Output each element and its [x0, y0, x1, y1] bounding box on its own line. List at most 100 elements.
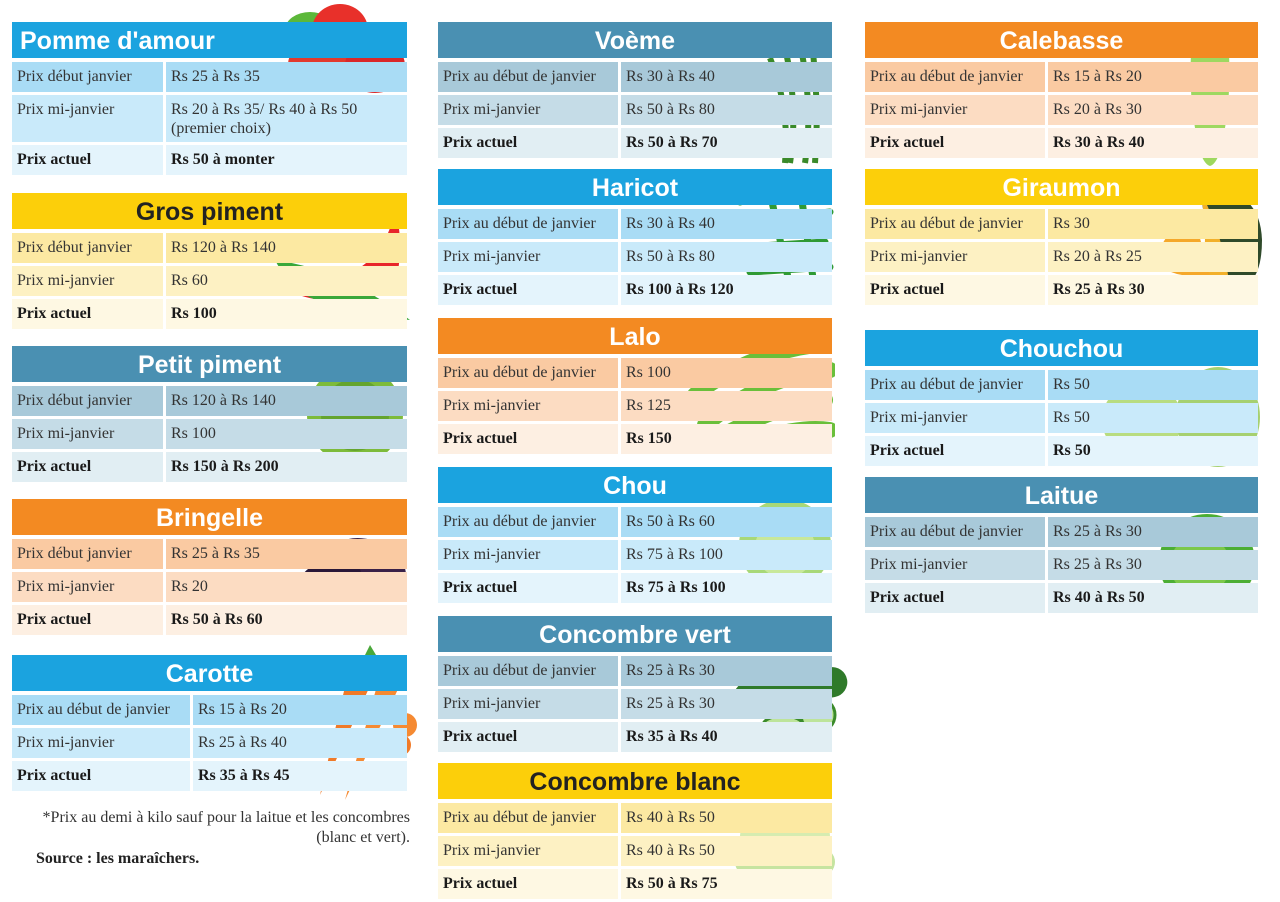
price-row: Prix actuel Rs 100: [12, 299, 407, 329]
card-title: Chouchou: [865, 330, 1258, 366]
price-label: Prix actuel: [438, 424, 618, 454]
price-value: Rs 50 à Rs 80: [621, 95, 832, 125]
price-value: Rs 25 à Rs 35: [166, 539, 407, 569]
price-label: Prix au début de janvier: [438, 507, 618, 537]
price-label: Prix mi-janvier: [438, 540, 618, 570]
price-row: Prix mi-janvier Rs 25 à Rs 40: [12, 728, 407, 758]
price-row: Prix actuel Rs 50: [865, 436, 1258, 466]
price-label: Prix mi-janvier: [438, 242, 618, 272]
card-title: Bringelle: [12, 499, 407, 535]
price-card-haricot: Haricot Prix au début de janvier Rs 30 à R…: [438, 169, 832, 308]
price-label: Prix début janvier: [12, 62, 163, 92]
price-row: Prix actuel Rs 25 à Rs 30: [865, 275, 1258, 305]
price-value: Rs 30 à Rs 40: [621, 209, 832, 239]
price-row: Prix au début de janvier Rs 25 à Rs 30: [438, 656, 832, 686]
price-row: Prix mi-janvier Rs 60: [12, 266, 407, 296]
card-title: Laitue: [865, 477, 1258, 513]
price-value: Rs 25 à Rs 40: [193, 728, 407, 758]
price-row: Prix mi-janvier Rs 25 à Rs 30: [865, 550, 1258, 580]
price-value: Rs 50: [1048, 403, 1258, 433]
price-card-chou: Chou Prix au début de janvier Rs 50 à Rs 6…: [438, 467, 832, 606]
price-row: Prix au début de janvier Rs 100: [438, 358, 832, 388]
price-label: Prix début janvier: [12, 539, 163, 569]
price-label: Prix au début de janvier: [438, 803, 618, 833]
price-label: Prix actuel: [12, 452, 163, 482]
price-label: Prix mi-janvier: [438, 689, 618, 719]
price-label: Prix mi-janvier: [12, 419, 163, 449]
price-value: Rs 50 à Rs 80: [621, 242, 832, 272]
price-card-petit-piment: Petit piment Prix début janvier Rs 120 à R…: [12, 346, 407, 485]
footnote: *Prix au demi à kilo sauf pour la laitue…: [42, 809, 410, 846]
price-value: Rs 100: [166, 419, 407, 449]
price-row: Prix actuel Rs 35 à Rs 45: [12, 761, 407, 791]
price-card-bringelle: Bringelle Prix début janvier Rs 25 à Rs 35…: [12, 499, 407, 638]
price-row: Prix mi-janvier Rs 125: [438, 391, 832, 421]
price-row: Prix au début de janvier Rs 25 à Rs 30: [865, 517, 1258, 547]
price-label: Prix au début de janvier: [438, 656, 618, 686]
price-row: Prix au début de janvier Rs 15 à Rs 20: [865, 62, 1258, 92]
price-label: Prix mi-janvier: [865, 550, 1045, 580]
price-label: Prix actuel: [865, 583, 1045, 613]
card-title: Gros piment: [12, 193, 407, 229]
price-row: Prix au début de janvier Rs 30 à Rs 40: [438, 209, 832, 239]
price-label: Prix actuel: [12, 145, 163, 175]
price-row: Prix mi-janvier Rs 100: [12, 419, 407, 449]
price-label: Prix début janvier: [12, 233, 163, 263]
price-label: Prix actuel: [438, 128, 618, 158]
price-value: Rs 150: [621, 424, 832, 454]
price-value: Rs 75 à Rs 100: [621, 573, 832, 603]
price-label: Prix actuel: [438, 722, 618, 752]
price-label: Prix mi-janvier: [865, 242, 1045, 272]
price-value: Rs 120 à Rs 140: [166, 233, 407, 263]
price-value: Rs 100: [166, 299, 407, 329]
price-label: Prix mi-janvier: [438, 95, 618, 125]
price-row: Prix actuel Rs 50 à monter: [12, 145, 407, 175]
price-value: Rs 120 à Rs 140: [166, 386, 407, 416]
price-value: Rs 150 à Rs 200: [166, 452, 407, 482]
price-row: Prix au début de janvier Rs 15 à Rs 20: [12, 695, 407, 725]
price-label: Prix mi-janvier: [865, 403, 1045, 433]
price-value: Rs 35 à Rs 40: [621, 722, 832, 752]
price-value: Rs 40 à Rs 50: [621, 836, 832, 866]
price-card-concombre-blanc: Concombre blanc Prix au début de janvier R…: [438, 763, 832, 902]
price-value: Rs 50 à Rs 70: [621, 128, 832, 158]
price-row: Prix mi-janvier Rs 75 à Rs 100: [438, 540, 832, 570]
price-row: Prix mi-janvier Rs 20 à Rs 25: [865, 242, 1258, 272]
price-label: Prix actuel: [438, 275, 618, 305]
card-title: Lalo: [438, 318, 832, 354]
price-card-carotte: Carotte Prix au début de janvier Rs 15 à R…: [12, 655, 407, 794]
price-label: Prix mi-janvier: [865, 95, 1045, 125]
price-value: Rs 25 à Rs 30: [1048, 275, 1258, 305]
price-label: Prix mi-janvier: [438, 836, 618, 866]
price-card-laitue: Laitue Prix au début de janvier Rs 25 à Rs…: [865, 477, 1258, 616]
price-card-pomme-d-amour: Pomme d'amour Prix début janvier Rs 25 à R…: [12, 22, 407, 178]
card-title: Concombre blanc: [438, 763, 832, 799]
price-value: Rs 15 à Rs 20: [1048, 62, 1258, 92]
price-label: Prix au début de janvier: [865, 517, 1045, 547]
price-card-lalo: Lalo Prix au début de janvier Rs 100 Prix m…: [438, 318, 832, 457]
price-card-giraumon: Giraumon Prix au début de janvier Rs 30 Pri…: [865, 169, 1258, 308]
price-value: Rs 30 à Rs 40: [621, 62, 832, 92]
price-row: Prix actuel Rs 35 à Rs 40: [438, 722, 832, 752]
price-value: Rs 30 à Rs 40: [1048, 128, 1258, 158]
price-value: Rs 50 à monter: [166, 145, 407, 175]
price-label: Prix mi-janvier: [12, 572, 163, 602]
price-label: Prix début janvier: [12, 386, 163, 416]
price-label: Prix actuel: [865, 275, 1045, 305]
price-value: Rs 75 à Rs 100: [621, 540, 832, 570]
price-value: Rs 50: [1048, 436, 1258, 466]
price-row: Prix mi-janvier Rs 20 à Rs 35/ Rs 40 à Rs…: [12, 95, 407, 142]
price-row: Prix mi-janvier Rs 40 à Rs 50: [438, 836, 832, 866]
price-row: Prix actuel Rs 150: [438, 424, 832, 454]
card-title: Carotte: [12, 655, 407, 691]
price-row: Prix début janvier Rs 120 à Rs 140: [12, 233, 407, 263]
price-row: Prix actuel Rs 100 à Rs 120: [438, 275, 832, 305]
source-credit: Source : les maraîchers.: [36, 850, 200, 867]
card-title: Calebasse: [865, 22, 1258, 58]
price-row: Prix actuel Rs 40 à Rs 50: [865, 583, 1258, 613]
price-label: Prix actuel: [865, 128, 1045, 158]
price-label: Prix mi-janvier: [438, 391, 618, 421]
card-title: Petit piment: [12, 346, 407, 382]
price-label: Prix mi-janvier: [12, 728, 190, 758]
price-label: Prix actuel: [438, 573, 618, 603]
